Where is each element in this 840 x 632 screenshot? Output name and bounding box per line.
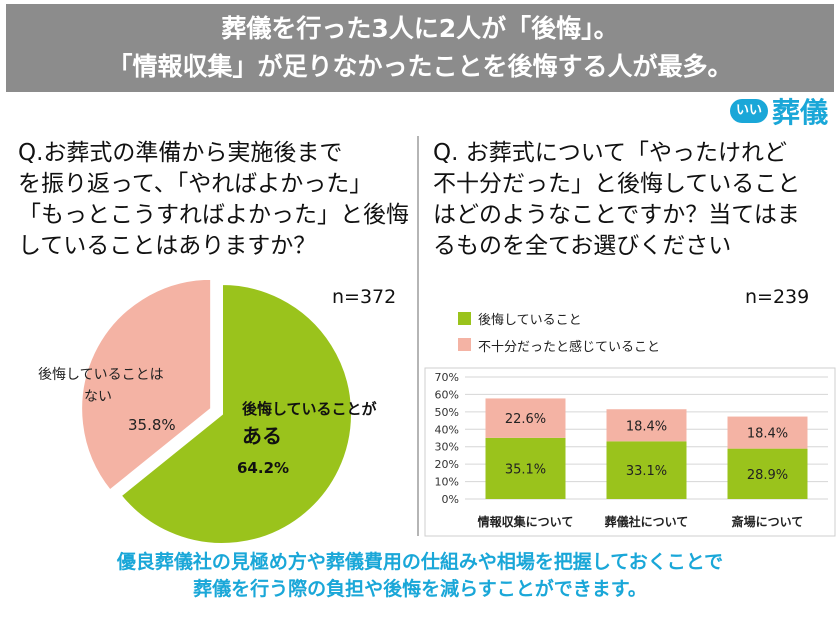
bar-segment-regret — [485, 437, 566, 499]
x-category-label: 情報収集について — [478, 514, 574, 529]
pie-value-regret: 64.2% — [237, 459, 289, 477]
pie-value-no-regret: 35.8% — [128, 416, 176, 434]
y-tick-label: 30% — [435, 441, 459, 454]
pie-chart: 後悔していることが ある 64.2% 後悔していることは ない 35.8% — [38, 280, 378, 545]
pie-label-regret-line-2: ある — [242, 424, 282, 448]
bar-segment-insufficient — [485, 398, 566, 438]
y-tick-label: 20% — [435, 458, 459, 471]
pie-label-no-regret: 後悔していることは — [38, 367, 164, 383]
left-n-label: n=372 — [332, 286, 397, 308]
legend-label-insufficient: 不十分だったと感じていること — [478, 339, 660, 355]
bar-segment-insufficient — [727, 416, 808, 449]
y-tick-label: 10% — [435, 476, 459, 489]
column-divider — [417, 136, 419, 536]
right-question-line: るものを全てお選びください — [433, 233, 732, 259]
legend-label-regret: 後悔していること — [478, 313, 582, 328]
footer-line-1: 優良葬儀社の見極め方や葬儀費用の仕組みや相場を把握しておくことで — [116, 551, 724, 573]
stacked-bar-chart: 後悔していること 不十分だったと感じていること 0% 10% 20% 30% 40% 50… — [424, 312, 836, 537]
right-question-line: Q. お葬式について「やったけれど — [433, 140, 788, 166]
y-tick-label: 0% — [442, 493, 459, 506]
bar-value-label: 33.1% — [626, 464, 667, 479]
y-tick-label: 50% — [435, 406, 459, 419]
footer-message: 優良葬儀社の見極め方や葬儀費用の仕組みや相場を把握しておくことで 葬儀を行う際の… — [0, 549, 840, 603]
legend-swatch-regret — [458, 312, 471, 325]
bar-segment-insufficient — [606, 409, 687, 442]
legend-swatch-insufficient — [458, 338, 471, 351]
bar-segment-regret — [606, 441, 687, 499]
right-question-line: 不十分だった」と後悔していること — [433, 171, 801, 197]
headline-line-2: 「情報収集」が足りなかったことを後悔する人が最多。 — [107, 52, 733, 81]
right-question-line: はどのようなことですか？当てはま — [433, 202, 800, 228]
y-tick-label: 60% — [435, 388, 459, 401]
y-tick-label: 70% — [435, 371, 459, 384]
pie-label-no-regret-line-2: ない — [84, 389, 112, 405]
bar-value-label: 18.4% — [747, 427, 788, 442]
bar-value-label: 22.6% — [505, 412, 546, 427]
right-question: Q. お葬式について「やったけれど 不十分だった」と後悔していること はどのよう… — [433, 138, 800, 262]
x-category-label: 斎場について — [732, 514, 804, 529]
logo-badge: いい — [729, 99, 768, 123]
bar-value-label: 18.4% — [626, 419, 667, 434]
bar-value-label: 35.1% — [505, 462, 546, 477]
logo-text: 葬儀 — [771, 96, 828, 129]
left-question-line: Q.お葬式の準備から実施後まで — [18, 140, 343, 166]
headline-banner: 葬儀を行った3人に2人が「後悔」。 「情報収集」が足りなかったことを後悔する人が… — [6, 4, 834, 92]
pie-slice — [80, 280, 213, 492]
right-n-label: n=239 — [745, 286, 810, 308]
left-question-line: を振り返って、「やればよかった」 — [18, 171, 373, 197]
pie-label-regret: 後悔していることが — [241, 400, 378, 418]
plot-frame — [424, 367, 836, 537]
footer-line-2: 葬儀を行う際の負担や後悔を減らすことができます。 — [193, 578, 647, 600]
left-question-line: していることはありますか？ — [18, 233, 317, 259]
bar-value-label: 28.9% — [747, 468, 788, 483]
left-question: Q.お葬式の準備から実施後まで を振り返って、「やればよかった」 「もっとこうす… — [18, 138, 409, 262]
brand-logo: いい 葬儀 — [729, 94, 828, 129]
bar-segment-regret — [727, 448, 808, 499]
y-tick-label: 40% — [435, 423, 459, 436]
pie-slice — [119, 282, 353, 545]
x-category-label: 葬儀社について — [605, 514, 689, 529]
headline-line-1: 葬儀を行った3人に2人が「後悔」。 — [221, 14, 619, 43]
left-question-line: 「もっとこうすればよかった」と後悔 — [18, 202, 409, 228]
